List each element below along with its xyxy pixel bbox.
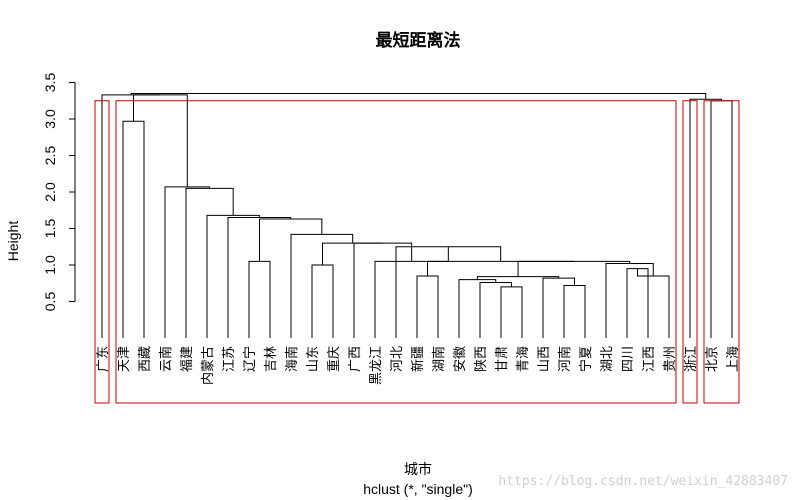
dendrogram-branch — [517, 260, 631, 277]
dendrogram-branch — [563, 284, 586, 338]
dendrogram-branch — [122, 120, 145, 338]
leaf-label: 宁夏 — [578, 346, 594, 372]
leaf-label: 青海 — [516, 346, 531, 372]
dendrogram-branch — [479, 282, 512, 338]
cluster-rect — [703, 100, 740, 404]
dendrogram-branch — [248, 260, 271, 338]
leaf-label: 湖北 — [600, 346, 615, 372]
x-axis-title: 城市 — [404, 461, 432, 477]
chart-title: 最短距离法 — [376, 30, 461, 51]
leaf-label: 陕西 — [474, 346, 489, 372]
leaf-label: 福建 — [180, 346, 195, 372]
leaf-label: 浙江 — [684, 346, 699, 372]
cluster-rect — [94, 100, 110, 404]
leaf-label: 云南 — [158, 346, 174, 372]
leaf-label: 江西 — [642, 346, 657, 372]
dendrogram-branch — [626, 268, 649, 338]
dendrogram-branch — [353, 242, 413, 338]
leaf-label: 广东 — [96, 346, 111, 372]
leaf-label: 上海 — [726, 346, 741, 372]
y-tick-label: 1.0 — [42, 255, 58, 275]
dendrogram-branch — [500, 286, 523, 338]
watermark: https://blog.csdn.net/weixin_42883407 — [498, 474, 788, 489]
dendrogram-branch — [416, 275, 439, 338]
y-tick-label: 2.0 — [42, 182, 58, 202]
leaf-label: 重庆 — [326, 346, 342, 372]
dendrogram-branches — [101, 92, 733, 338]
dendrogram-branch — [130, 92, 707, 100]
y-axis-title: Height — [5, 221, 21, 262]
cluster-rect — [682, 100, 698, 404]
dendrogram-branch — [290, 233, 354, 338]
leaf-label: 四川 — [621, 346, 636, 372]
dendrogram-branch — [164, 186, 211, 338]
y-tick-label: 2.5 — [42, 146, 58, 166]
dendrogram-branch — [427, 260, 574, 276]
leaf-label: 内蒙古 — [200, 346, 216, 385]
leaf-label: 山东 — [306, 346, 321, 372]
leaf-labels: 广东 天津 西藏 云南 福建 内蒙古 江苏 辽宁 吉林 海南 山东 重庆 广西 黑龙江 河北 新疆 湖南 安徽 陕西… — [96, 346, 741, 385]
leaf-label: 新疆 — [410, 346, 426, 372]
y-tick-label: 1.5 — [42, 219, 58, 239]
cluster-rect — [115, 100, 677, 404]
y-tick-label: 0.5 — [42, 292, 58, 312]
leaf-label: 广西 — [348, 346, 363, 372]
leaf-label: 西藏 — [138, 346, 153, 372]
dendrogram-branch — [185, 187, 234, 338]
leaf-label: 安徽 — [453, 346, 468, 372]
leaf-label: 海南 — [284, 346, 300, 372]
dendrogram-branch — [710, 100, 733, 338]
dendrogram-branch — [458, 279, 497, 338]
dendrogram-branch — [605, 263, 654, 338]
leaf-label: 辽宁 — [242, 346, 258, 372]
dendrogram-branch — [101, 94, 161, 338]
leaf-label: 北京 — [705, 346, 720, 372]
leaf-label: 河南 — [557, 346, 573, 372]
leaf-label: 河北 — [390, 346, 405, 372]
y-tick-label: 3.5 — [42, 73, 58, 93]
leaf-label: 贵州 — [663, 346, 678, 372]
dendrogram-branch — [206, 214, 260, 338]
dendrogram-branch — [311, 264, 334, 338]
leaf-label: 黑龙江 — [369, 346, 384, 385]
y-axis: 0.5 1.0 1.5 2.0 2.5 3.0 3.5 — [42, 73, 76, 312]
leaf-label: 天津 — [117, 346, 132, 372]
dendrogram-branch — [637, 268, 670, 338]
leaf-label: 甘肃 — [495, 346, 510, 372]
dendrogram-branch — [133, 94, 188, 187]
leaf-label: 吉林 — [264, 346, 279, 372]
dendrogram-branch — [689, 98, 722, 338]
leaf-label: 江苏 — [221, 346, 237, 372]
dendrogram-branch — [322, 242, 383, 265]
leaf-label: 山西 — [537, 346, 552, 372]
leaf-label: 湖南 — [431, 346, 447, 372]
cluster-rectangles — [94, 100, 740, 404]
dendrogram-branch — [542, 277, 575, 338]
chart-subtitle: hclust (*, "single") — [363, 481, 473, 497]
y-tick-label: 3.0 — [42, 109, 58, 129]
